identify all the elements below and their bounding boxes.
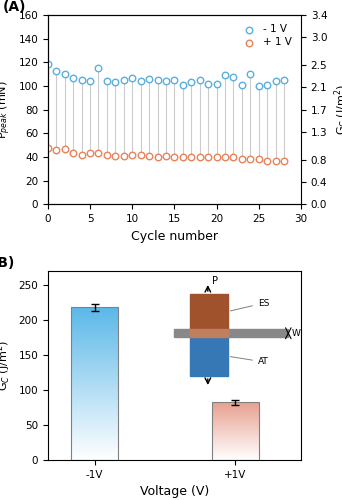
+ 1 V <box>146 152 152 160</box>
+ 1 V <box>197 153 202 161</box>
- 1 V <box>264 81 270 89</box>
- 1 V <box>206 80 211 88</box>
+ 1 V <box>138 150 143 158</box>
Bar <box>212 402 259 460</box>
- 1 V <box>62 70 67 78</box>
+ 1 V <box>54 146 59 154</box>
- 1 V <box>104 78 110 86</box>
Bar <box>71 307 118 460</box>
+ 1 V <box>113 152 118 160</box>
- 1 V <box>222 72 228 80</box>
- 1 V <box>45 60 51 68</box>
+ 1 V <box>155 153 160 161</box>
- 1 V <box>188 78 194 86</box>
+ 1 V <box>163 152 169 160</box>
+ 1 V <box>104 150 110 158</box>
- 1 V <box>87 78 93 86</box>
+ 1 V <box>248 156 253 164</box>
+ 1 V <box>214 153 219 161</box>
Y-axis label: G$_C$ (J/m$^2$): G$_C$ (J/m$^2$) <box>0 340 13 391</box>
+ 1 V <box>273 156 278 164</box>
- 1 V <box>146 75 152 83</box>
- 1 V <box>163 78 169 86</box>
+ 1 V <box>172 153 177 161</box>
- 1 V <box>138 78 143 86</box>
- 1 V <box>180 81 186 89</box>
+ 1 V <box>45 144 51 152</box>
Y-axis label: P$_{peak}$ (mN): P$_{peak}$ (mN) <box>0 80 13 139</box>
X-axis label: Voltage (V): Voltage (V) <box>140 486 209 498</box>
- 1 V <box>197 76 202 84</box>
+ 1 V <box>62 144 67 152</box>
- 1 V <box>214 80 219 88</box>
- 1 V <box>130 74 135 82</box>
+ 1 V <box>222 153 228 161</box>
+ 1 V <box>130 150 135 158</box>
- 1 V <box>96 64 101 72</box>
+ 1 V <box>264 156 270 164</box>
- 1 V <box>256 82 262 90</box>
- 1 V <box>79 76 84 84</box>
+ 1 V <box>281 156 287 164</box>
- 1 V <box>248 70 253 78</box>
+ 1 V <box>79 150 84 158</box>
- 1 V <box>172 76 177 84</box>
+ 1 V <box>188 153 194 161</box>
- 1 V <box>281 76 287 84</box>
- 1 V <box>113 78 118 86</box>
X-axis label: Cycle number: Cycle number <box>131 230 218 242</box>
- 1 V <box>239 81 245 89</box>
- 1 V <box>54 66 59 74</box>
Text: (B): (B) <box>0 256 16 270</box>
Text: (A): (A) <box>2 0 26 14</box>
- 1 V <box>273 78 278 86</box>
+ 1 V <box>87 150 93 158</box>
Y-axis label: G$_C$ (J/m$^2$): G$_C$ (J/m$^2$) <box>333 84 342 135</box>
- 1 V <box>231 72 236 80</box>
+ 1 V <box>206 153 211 161</box>
+ 1 V <box>70 150 76 158</box>
+ 1 V <box>121 152 127 160</box>
Legend: - 1 V, + 1 V: - 1 V, + 1 V <box>235 20 296 52</box>
- 1 V <box>121 76 127 84</box>
+ 1 V <box>239 156 245 164</box>
- 1 V <box>70 74 76 82</box>
+ 1 V <box>180 153 186 161</box>
- 1 V <box>155 76 160 84</box>
+ 1 V <box>96 150 101 158</box>
+ 1 V <box>231 153 236 161</box>
+ 1 V <box>256 156 262 164</box>
